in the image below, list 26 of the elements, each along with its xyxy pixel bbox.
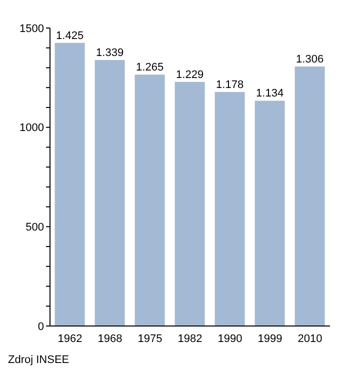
data-label: 1.178 — [216, 78, 244, 91]
y-tick-label: 500 — [26, 222, 44, 234]
bar — [54, 42, 85, 326]
data-label: 1.306 — [296, 54, 324, 66]
x-tick-label: 1982 — [178, 332, 202, 345]
y-tick-label: 1500 — [20, 22, 44, 35]
y-tick-label: 0 — [38, 320, 44, 333]
data-label: 1.229 — [176, 68, 204, 81]
x-tick-label: 2010 — [298, 332, 322, 345]
x-tick-label: 1999 — [258, 332, 282, 345]
bar — [294, 66, 325, 326]
data-label: 1.425 — [56, 30, 84, 42]
data-label: 1.134 — [256, 88, 284, 100]
y-tick-label: 1000 — [20, 122, 44, 134]
x-tick-label: 1990 — [218, 332, 242, 345]
data-label: 1.339 — [96, 46, 124, 59]
bar — [254, 100, 285, 326]
bar — [94, 60, 125, 326]
bar — [174, 82, 205, 326]
data-label: 1.265 — [136, 62, 164, 74]
x-tick-label: 1975 — [138, 332, 162, 345]
x-tick-label: 1968 — [98, 332, 122, 345]
bar — [214, 92, 245, 326]
text: Zdroj INSEE — [8, 354, 70, 366]
x-tick-label: 1962 — [58, 332, 82, 345]
bar — [134, 74, 165, 326]
